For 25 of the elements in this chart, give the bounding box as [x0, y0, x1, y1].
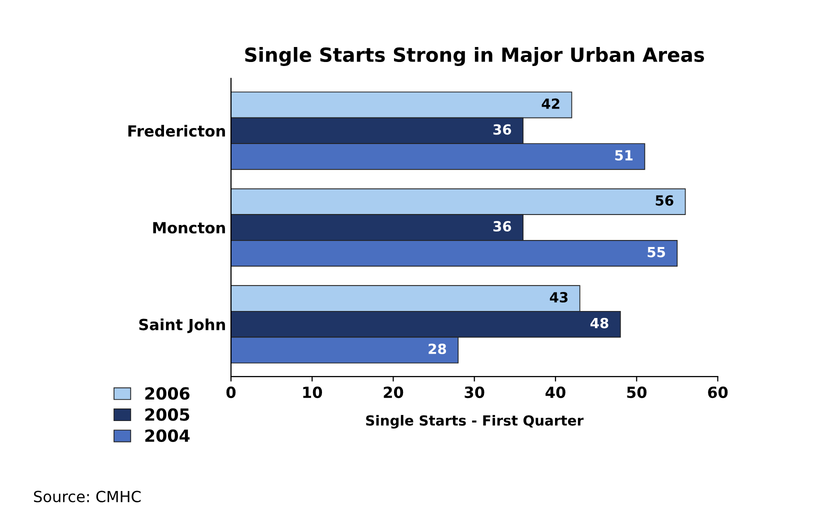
x-tick-label: 20: [384, 386, 404, 398]
y-tick-label: Fredericton: [128, 124, 225, 137]
chart-title: Single Starts Strong in Major Urban Areas: [245, 47, 704, 66]
data-label: 56: [656, 195, 674, 206]
y-tick-label: Moncton: [153, 222, 225, 234]
x-tick-label: 40: [546, 386, 566, 398]
x-tick-label: 0: [226, 386, 236, 398]
x-axis-title: Single Starts - First Quarter: [366, 414, 584, 429]
source-note: Source: CMHC: [34, 490, 141, 502]
data-label: 43: [550, 292, 568, 303]
y-tick-label: Saint John: [139, 318, 225, 334]
data-label: 28: [428, 344, 446, 354]
legend-label: 2005: [145, 408, 190, 421]
data-label: 36: [493, 124, 512, 135]
data-label: 51: [615, 150, 633, 161]
data-label: 55: [648, 247, 665, 258]
x-tick-label: 30: [464, 386, 484, 398]
data-label: 36: [493, 221, 512, 232]
legend-label: 2004: [145, 429, 190, 442]
x-tick-label: 50: [627, 386, 647, 398]
data-label: 42: [542, 98, 560, 109]
x-tick-label: 60: [708, 386, 728, 398]
legend-label: 2006: [145, 387, 190, 400]
x-tick-label: 10: [303, 386, 322, 398]
data-label: 48: [590, 318, 608, 328]
